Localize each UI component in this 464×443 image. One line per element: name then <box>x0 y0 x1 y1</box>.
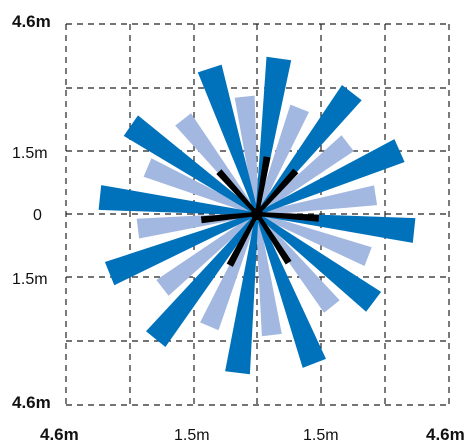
core-mark <box>200 212 258 224</box>
dark-blade <box>256 212 416 243</box>
y-label-center: 0 <box>33 207 42 224</box>
rotor-core-icon <box>251 208 263 220</box>
dark-blade <box>146 213 259 347</box>
x-label-right-inner: 1.5m <box>303 427 339 443</box>
dark-blade <box>256 212 382 312</box>
core-mark <box>255 212 292 265</box>
y-label-lower: 1.5m <box>12 271 48 288</box>
light-blade <box>256 185 378 216</box>
light-blade <box>156 212 258 296</box>
light-blade <box>234 95 259 215</box>
x-label-right: 4.6m <box>426 425 464 443</box>
light-blade <box>255 213 282 337</box>
core-mark <box>255 168 299 216</box>
dark-blade <box>123 115 258 216</box>
dark-blade <box>225 213 259 375</box>
light-blade <box>255 213 340 313</box>
x-label-left-inner: 1.5m <box>174 427 210 443</box>
light-blade <box>256 135 354 216</box>
core-mark <box>255 156 271 215</box>
y-label-bottom: 4.6m <box>12 393 51 412</box>
dark-blade <box>256 139 405 216</box>
light-blade <box>256 212 372 266</box>
core-marks <box>200 156 320 267</box>
dark-blade <box>255 213 326 368</box>
light-blade <box>255 104 309 215</box>
light-blade <box>143 158 258 216</box>
core-mark <box>226 213 259 267</box>
dark-blade <box>98 185 258 216</box>
dark-blade <box>104 212 258 286</box>
y-label-top: 4.6m <box>12 12 51 31</box>
dark-blade <box>197 64 259 215</box>
y-label-upper: 1.5m <box>12 145 48 162</box>
x-label-left: 4.6m <box>40 425 79 443</box>
core-mark <box>216 169 259 216</box>
core-mark <box>256 212 320 222</box>
